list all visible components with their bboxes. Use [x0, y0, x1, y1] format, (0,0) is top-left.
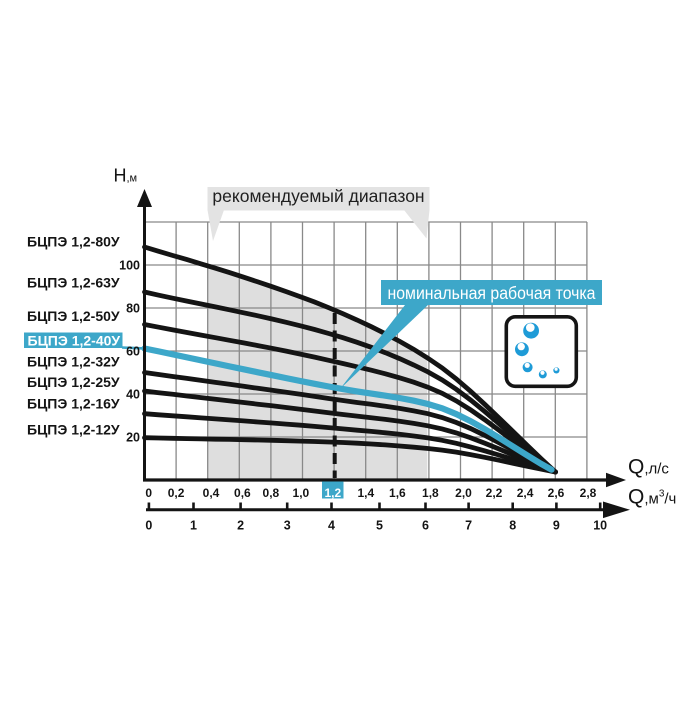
- svg-text:6: 6: [422, 519, 429, 533]
- svg-text:1: 1: [190, 519, 197, 533]
- svg-text:0: 0: [145, 519, 152, 533]
- svg-text:40: 40: [126, 387, 140, 401]
- svg-text:2,4: 2,4: [517, 486, 534, 500]
- svg-text:БЦПЭ 1,2-63У: БЦПЭ 1,2-63У: [27, 274, 120, 290]
- svg-text:2: 2: [237, 519, 244, 533]
- svg-text:80: 80: [126, 301, 140, 315]
- svg-text:2,6: 2,6: [548, 486, 565, 500]
- svg-text:БЦПЭ 1,2-80У: БЦПЭ 1,2-80У: [27, 234, 120, 250]
- svg-text:1,2: 1,2: [324, 486, 341, 500]
- svg-text:8: 8: [509, 519, 516, 533]
- svg-text:2,2: 2,2: [486, 486, 503, 500]
- svg-text:0,4: 0,4: [203, 486, 220, 500]
- svg-text:0,2: 0,2: [168, 486, 185, 500]
- svg-text:БЦПЭ 1,2-40У: БЦПЭ 1,2-40У: [28, 332, 121, 348]
- svg-text:БЦПЭ 1,2-50У: БЦПЭ 1,2-50У: [27, 308, 120, 324]
- svg-text:9: 9: [553, 519, 560, 533]
- svg-text:0,6: 0,6: [234, 486, 251, 500]
- svg-text:100: 100: [119, 258, 140, 272]
- svg-text:10: 10: [593, 519, 607, 533]
- svg-text:Q,м3/ч: Q,м3/ч: [628, 486, 676, 509]
- svg-text:4: 4: [328, 519, 335, 533]
- svg-text:3: 3: [284, 519, 291, 533]
- svg-text:1,0: 1,0: [293, 486, 310, 500]
- svg-text:рекомендуемый диапазон: рекомендуемый диапазон: [212, 186, 424, 206]
- svg-text:1,4: 1,4: [357, 486, 374, 500]
- svg-text:20: 20: [126, 430, 140, 444]
- svg-text:5: 5: [376, 519, 383, 533]
- svg-text:1,8: 1,8: [422, 486, 439, 500]
- svg-text:2,0: 2,0: [455, 486, 472, 500]
- svg-text:0,8: 0,8: [263, 486, 280, 500]
- svg-text:0: 0: [145, 486, 152, 500]
- svg-text:2,8: 2,8: [580, 486, 597, 500]
- svg-text:60: 60: [126, 344, 140, 358]
- svg-text:1,6: 1,6: [389, 486, 406, 500]
- svg-text:БЦПЭ 1,2-25У: БЦПЭ 1,2-25У: [27, 374, 120, 390]
- svg-text:номинальная рабочая точка: номинальная рабочая точка: [388, 283, 596, 303]
- svg-text:7: 7: [465, 519, 472, 533]
- svg-text:БЦПЭ 1,2-16У: БЦПЭ 1,2-16У: [27, 396, 120, 412]
- svg-text:БЦПЭ 1,2-12У: БЦПЭ 1,2-12У: [27, 422, 120, 438]
- svg-text:БЦПЭ 1,2-32У: БЦПЭ 1,2-32У: [27, 354, 120, 370]
- svg-text:Q,л/с: Q,л/с: [628, 456, 669, 479]
